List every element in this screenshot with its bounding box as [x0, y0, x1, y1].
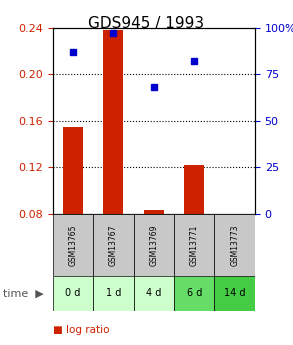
- FancyBboxPatch shape: [93, 276, 134, 310]
- FancyBboxPatch shape: [134, 276, 174, 310]
- Text: GSM13767: GSM13767: [109, 224, 118, 266]
- FancyBboxPatch shape: [214, 214, 255, 276]
- Bar: [63, 127, 83, 214]
- Bar: [103, 30, 124, 214]
- FancyBboxPatch shape: [134, 214, 174, 276]
- Text: 4 d: 4 d: [146, 288, 161, 298]
- FancyBboxPatch shape: [53, 214, 93, 276]
- Bar: [184, 165, 205, 214]
- Text: ■ log ratio: ■ log ratio: [53, 325, 109, 335]
- FancyBboxPatch shape: [93, 214, 134, 276]
- Text: 0 d: 0 d: [65, 288, 81, 298]
- Text: GSM13771: GSM13771: [190, 224, 199, 266]
- FancyBboxPatch shape: [214, 276, 255, 310]
- Text: 1 d: 1 d: [106, 288, 121, 298]
- Text: 6 d: 6 d: [187, 288, 202, 298]
- FancyBboxPatch shape: [174, 214, 214, 276]
- Text: GSM13773: GSM13773: [230, 224, 239, 266]
- Text: GSM13765: GSM13765: [69, 224, 77, 266]
- FancyBboxPatch shape: [53, 276, 93, 310]
- Text: time  ▶: time ▶: [3, 288, 44, 298]
- FancyBboxPatch shape: [174, 276, 214, 310]
- Text: GDS945 / 1993: GDS945 / 1993: [88, 16, 205, 30]
- Bar: [144, 210, 164, 214]
- Text: GSM13769: GSM13769: [149, 224, 158, 266]
- Text: 14 d: 14 d: [224, 288, 246, 298]
